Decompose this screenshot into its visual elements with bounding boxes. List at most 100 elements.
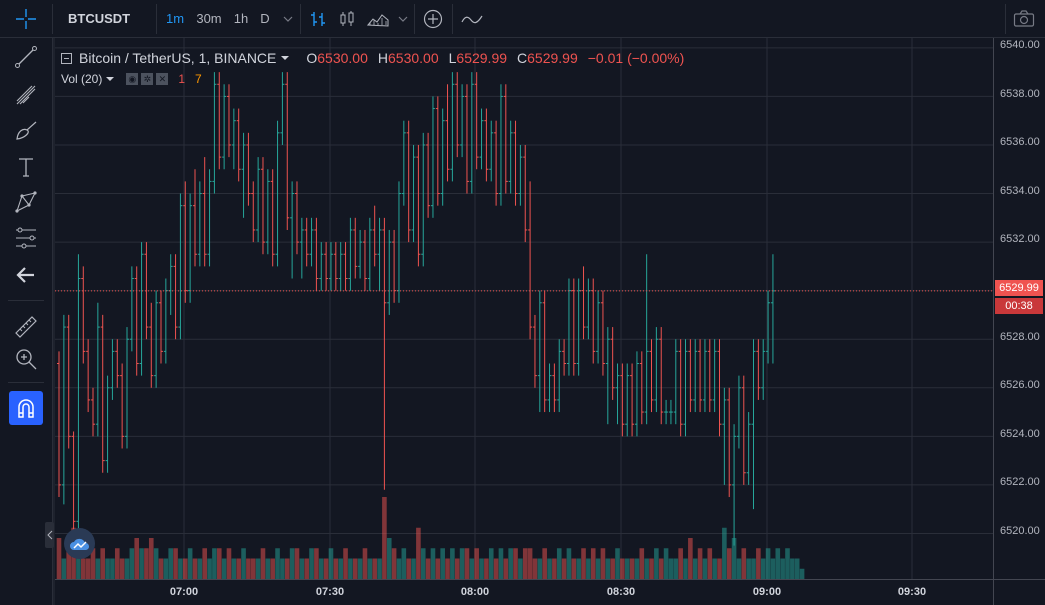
chevron-down-icon[interactable] (394, 0, 412, 37)
volume-bar (221, 558, 227, 579)
ohlc-bar (770, 254, 775, 364)
volume-bar (722, 527, 727, 579)
close-value: 6529.99 (527, 50, 578, 66)
chevron-down-icon[interactable] (105, 75, 115, 83)
volume-bar (736, 558, 742, 579)
volume-bar (445, 558, 450, 579)
ohlc-bar (649, 339, 654, 413)
volume-bar (134, 538, 140, 579)
volume-bar (775, 548, 781, 579)
ohlc-bar (144, 242, 149, 340)
pitchfork-icon[interactable] (8, 78, 44, 112)
interval-d[interactable]: D (260, 11, 270, 26)
price-chart[interactable] (55, 38, 993, 579)
volume-bar (440, 548, 445, 579)
back-arrow-icon[interactable] (8, 258, 44, 292)
plus-circle-icon[interactable] (419, 0, 447, 37)
close-icon[interactable]: ✕ (156, 73, 169, 85)
candlestick-icon[interactable] (334, 0, 360, 37)
ohlc-bar (256, 157, 261, 243)
chevron-down-icon[interactable] (280, 54, 290, 62)
volume-bar (459, 548, 465, 579)
ohlc-bar (154, 290, 159, 388)
ohlc-bar (450, 72, 455, 182)
volume-bar (503, 558, 509, 579)
price-axis[interactable]: 6540.00 6538.00 6536.00 6534.00 6532.00 … (993, 38, 1045, 579)
ohlc-bar (212, 72, 217, 194)
trend-line-icon[interactable] (8, 40, 44, 74)
area-chart-icon[interactable] (364, 0, 392, 37)
volume-bar (688, 538, 693, 579)
ohlc-bar (644, 254, 649, 425)
volume-bar (382, 497, 387, 579)
volume-bar (644, 558, 649, 579)
volume-bar (658, 558, 664, 579)
ohlc-bar (542, 290, 547, 413)
volume-bar (731, 538, 737, 579)
ohlc-bar (469, 72, 474, 194)
ohlc-bar (761, 339, 766, 400)
volume-bar (639, 548, 645, 579)
ohlc-bar (387, 229, 392, 315)
price-tick: 6534.00 (1000, 185, 1040, 197)
ohlc-bar (664, 399, 669, 425)
interval-1m[interactable]: 1m (165, 11, 185, 26)
line-indicator-icon[interactable] (457, 0, 487, 37)
volume-title[interactable]: Vol (20) (61, 72, 103, 86)
logo-badge[interactable] (64, 528, 95, 559)
ohlc-bar (571, 278, 576, 376)
zoom-icon[interactable] (8, 342, 44, 376)
volume-bar (80, 558, 86, 579)
ohlc-bar (766, 290, 771, 364)
volume-bar (231, 558, 237, 579)
volume-bar (586, 558, 591, 579)
price-tick: 6526.00 (1000, 379, 1040, 391)
symbol-search[interactable]: BTCUSDT (68, 11, 131, 26)
collapse-toolbar-button[interactable] (45, 522, 54, 548)
volume-bar (527, 548, 533, 579)
interval-1h[interactable]: 1h (233, 11, 249, 26)
ohlc-bar (173, 254, 178, 340)
volume-bar (294, 548, 300, 579)
ohlc-bar (110, 339, 115, 400)
ohlc-bar (416, 144, 421, 267)
volume-bar (464, 548, 470, 579)
ohlc-bar (736, 375, 741, 449)
text-icon[interactable] (8, 150, 44, 184)
camera-icon[interactable] (1009, 0, 1039, 37)
crosshair-icon[interactable] (0, 0, 52, 37)
ohlc-bar (265, 169, 270, 255)
ohlc-bar (717, 339, 722, 437)
brush-icon[interactable] (8, 114, 44, 148)
volume-bar (377, 558, 382, 579)
interval-30m[interactable]: 30m (196, 11, 222, 26)
time-axis[interactable]: 07:00 07:30 08:00 08:30 09:00 09:30 (55, 579, 993, 605)
fib-icon[interactable] (8, 221, 44, 255)
legend-toggle-icon[interactable] (61, 52, 72, 64)
volume-bar (216, 548, 222, 579)
ohlc-bar (411, 144, 416, 243)
settings-icon[interactable]: ✲ (141, 73, 154, 85)
volume-bar (401, 548, 407, 579)
ohlc-bar (654, 327, 659, 413)
volume-bar (95, 558, 101, 579)
volume-legend: Vol (20) ◉ ✲ ✕ 1 7 (61, 72, 202, 86)
eye-icon[interactable]: ◉ (126, 73, 139, 85)
toolbar-divider (8, 382, 44, 383)
ohlc-bar (523, 144, 528, 243)
chevron-down-icon[interactable] (278, 0, 298, 37)
ruler-icon[interactable] (8, 310, 44, 344)
ohlc-bar (625, 363, 630, 437)
chart-pane[interactable]: Bitcoin / TetherUS, 1, BINANCE O 6530.00 … (55, 38, 993, 579)
pattern-icon[interactable] (8, 185, 44, 219)
volume-bar (202, 548, 207, 579)
bar-chart-icon[interactable] (305, 0, 331, 37)
volume-bar (76, 548, 81, 579)
ohlc-bar (314, 217, 319, 291)
volume-bar (56, 538, 62, 579)
magnet-icon[interactable] (9, 391, 43, 425)
volume-bar (207, 558, 212, 579)
volume-bar (600, 548, 606, 579)
volume-bar (756, 548, 761, 579)
series-title[interactable]: Bitcoin / TetherUS, 1, BINANCE (79, 50, 277, 66)
